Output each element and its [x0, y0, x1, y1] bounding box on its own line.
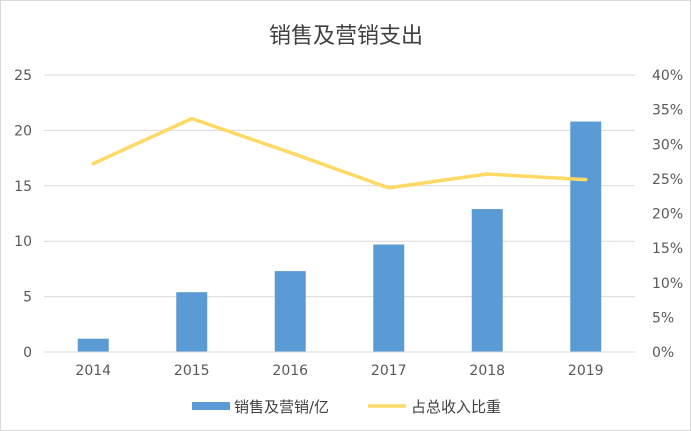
x-tick-label: 2018: [469, 363, 505, 379]
left-tick-label: 15: [14, 179, 32, 195]
left-tick-label: 0: [23, 345, 32, 361]
line-point-2016: [288, 151, 292, 155]
line-point-2017: [387, 186, 391, 190]
right-axis: 0% 5% 10% 15% 20% 25% 30% 35% 40%: [652, 68, 683, 361]
left-tick-label: 5: [23, 290, 32, 306]
x-tick-label: 2016: [272, 363, 308, 379]
gridlines: [44, 74, 635, 353]
line-point-2019: [584, 178, 588, 182]
right-tick-label: 30%: [652, 137, 683, 153]
legend-line-label: 占总收入比重: [411, 398, 501, 416]
legend-bar-label: 销售及营销/亿: [234, 398, 329, 416]
left-axis: 0 5 10 15 20 25: [14, 68, 32, 361]
right-tick-label: 0%: [652, 345, 674, 361]
chart-title: 销售及营销支出: [269, 24, 423, 49]
bar-2019: [570, 121, 602, 352]
legend-bar-swatch: [192, 402, 230, 410]
bar-2016: [274, 271, 306, 352]
right-tick-label: 20%: [652, 207, 683, 223]
left-tick-label: 20: [14, 123, 32, 139]
x-tick-label: 2019: [568, 363, 604, 379]
bar-2014: [77, 338, 109, 352]
share-line: [91, 116, 588, 190]
line-series: [91, 116, 588, 190]
x-tick-label: 2015: [174, 363, 210, 379]
line-point-2015: [190, 117, 194, 121]
bar-2018: [471, 209, 503, 352]
x-axis: 2014 2015 2016 2017 2018 2019: [44, 351, 635, 379]
left-tick-label: 10: [14, 234, 32, 250]
bar-2015: [176, 292, 208, 352]
line-point-2014: [91, 162, 95, 166]
x-tick-label: 2017: [371, 363, 407, 379]
right-tick-label: 25%: [652, 172, 683, 188]
left-tick-label: 25: [14, 68, 32, 84]
x-tick-label: 2014: [75, 363, 111, 379]
right-tick-label: 5%: [652, 310, 674, 326]
line-point-2018: [485, 172, 489, 176]
legend: 销售及营销/亿 占总收入比重: [192, 398, 501, 416]
right-tick-label: 40%: [652, 68, 683, 84]
bar-2017: [373, 244, 405, 352]
right-tick-label: 35%: [652, 103, 683, 119]
right-tick-label: 15%: [652, 241, 683, 257]
bar-series: [77, 121, 602, 352]
right-tick-label: 10%: [652, 276, 683, 292]
